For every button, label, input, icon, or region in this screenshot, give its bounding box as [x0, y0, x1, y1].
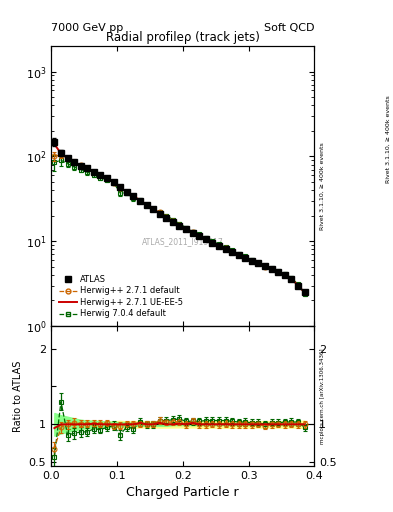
X-axis label: Charged Particle r: Charged Particle r [127, 486, 239, 499]
Text: Rivet 3.1.10, ≥ 400k events: Rivet 3.1.10, ≥ 400k events [320, 142, 325, 230]
Legend: ATLAS, Herwig++ 2.7.1 default, Herwig++ 2.7.1 UE-EE-5, Herwig 7.0.4 default: ATLAS, Herwig++ 2.7.1 default, Herwig++ … [55, 272, 187, 322]
Text: ATLAS_2011_I919017: ATLAS_2011_I919017 [142, 238, 224, 246]
Title: Radial profileρ (track jets): Radial profileρ (track jets) [106, 31, 260, 44]
Text: mcplots.cern.ch [arXiv:1306.3436]: mcplots.cern.ch [arXiv:1306.3436] [320, 348, 325, 444]
Y-axis label: Ratio to ATLAS: Ratio to ATLAS [13, 360, 23, 432]
Text: Rivet 3.1.10, ≥ 400k events: Rivet 3.1.10, ≥ 400k events [386, 96, 391, 183]
Text: Soft QCD: Soft QCD [264, 23, 314, 33]
Text: 7000 GeV pp: 7000 GeV pp [51, 23, 123, 33]
